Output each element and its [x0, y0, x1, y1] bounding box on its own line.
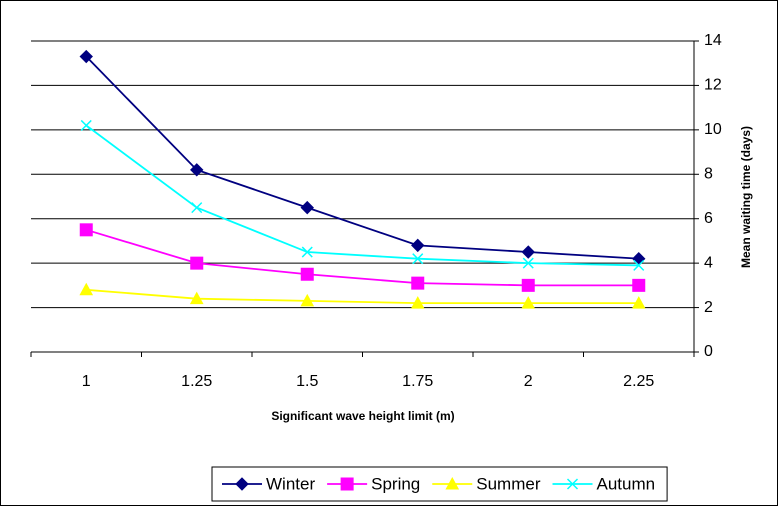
marker — [300, 200, 314, 215]
y-tick-label: 4 — [704, 254, 713, 271]
marker — [410, 296, 425, 309]
marker — [633, 259, 645, 271]
x-tick-label: 1.75 — [402, 373, 433, 390]
marker — [79, 49, 93, 64]
x-tick-label: 1.5 — [296, 373, 318, 390]
y-tick-label: 2 — [704, 299, 713, 316]
marker — [190, 163, 204, 177]
marker — [79, 223, 93, 237]
marker — [521, 245, 535, 259]
legend: Winter Spring Summer Autumn — [211, 466, 668, 502]
marker — [190, 256, 204, 270]
y-tick-label: 12 — [704, 77, 722, 94]
marker — [300, 267, 314, 281]
y-tick-label: 10 — [704, 121, 722, 138]
marker — [632, 278, 646, 292]
marker — [521, 278, 535, 292]
y-tick-label: 14 — [704, 32, 722, 49]
marker — [79, 282, 94, 296]
marker — [566, 478, 579, 490]
y-axis-title: Mean waiting time (days) — [739, 126, 753, 268]
y-tick-label: 6 — [704, 210, 713, 227]
marker — [80, 119, 92, 131]
marker — [521, 296, 536, 309]
series-line — [86, 288, 639, 305]
x-tick-label: 1 — [82, 373, 91, 390]
marker — [412, 253, 424, 265]
marker — [191, 202, 203, 214]
marker — [340, 477, 354, 491]
marker — [631, 296, 646, 309]
legend-label: Summer — [476, 474, 541, 493]
marker — [411, 276, 425, 290]
marker — [300, 293, 315, 307]
x-axis-title: Significant wave height limit (m) — [271, 409, 454, 423]
marker — [189, 291, 204, 305]
legend-label: Spring — [371, 474, 420, 493]
x-tick-label: 1.25 — [181, 373, 212, 390]
legend-label: Winter — [266, 474, 315, 493]
marker — [411, 238, 425, 253]
x-tick-label: 2 — [524, 373, 533, 390]
series-line — [85, 124, 639, 267]
x-tick-label: 2.25 — [623, 373, 654, 390]
marker — [522, 257, 534, 269]
y-tick-label: 8 — [704, 166, 713, 183]
legend-label: Autumn — [597, 474, 656, 493]
marker — [301, 246, 313, 258]
marker — [235, 477, 249, 491]
marker — [445, 476, 460, 490]
series-line — [85, 228, 639, 287]
y-tick-label: 0 — [704, 343, 713, 360]
series-line — [85, 55, 639, 260]
